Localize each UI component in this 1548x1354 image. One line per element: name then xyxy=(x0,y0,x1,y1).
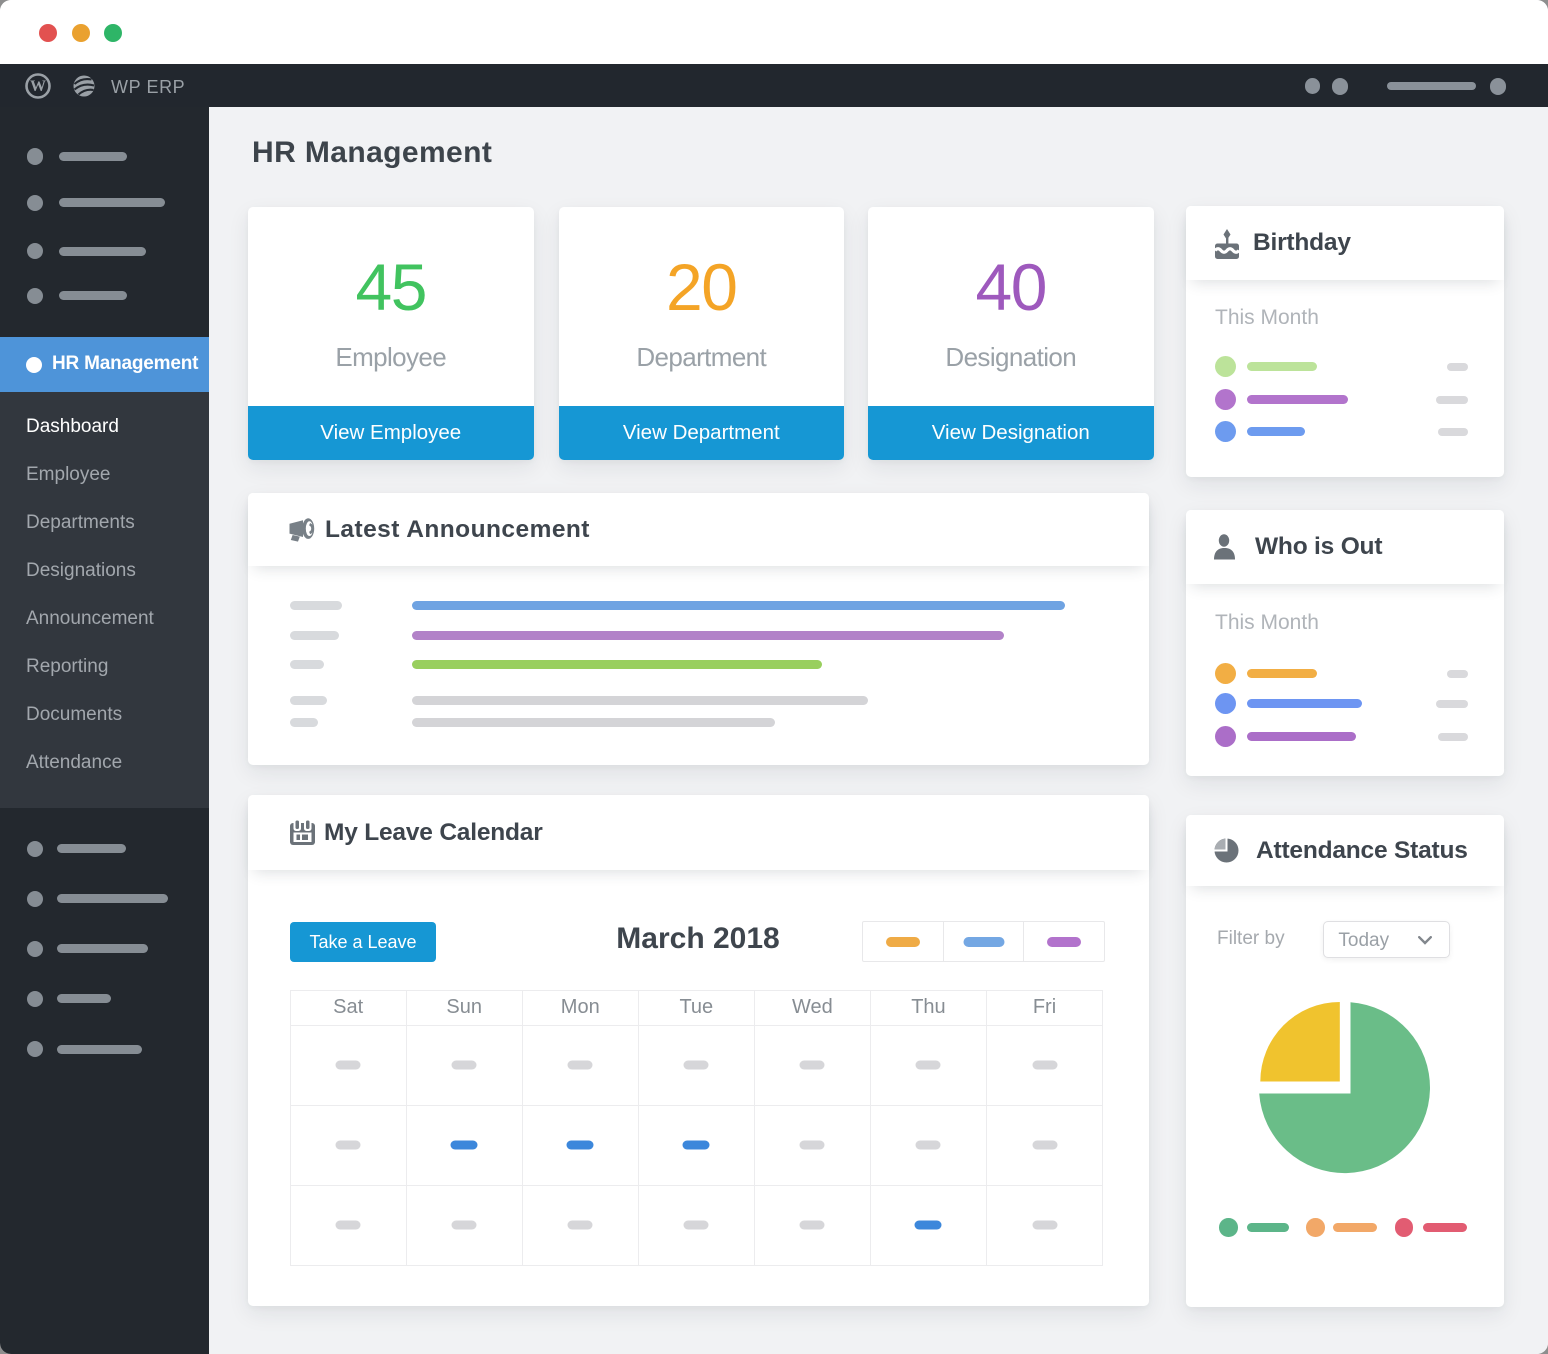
svg-text:W: W xyxy=(30,78,46,95)
